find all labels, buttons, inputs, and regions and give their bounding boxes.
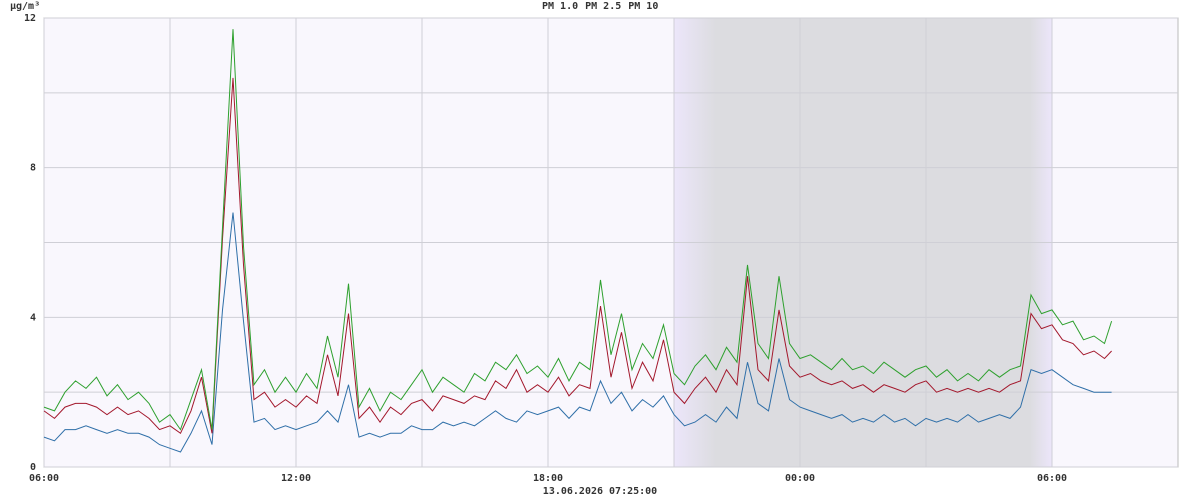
x-tick-label: 12:00 — [281, 473, 311, 484]
x-tick-label: 06:00 — [1037, 473, 1067, 484]
series-line — [43, 77, 1112, 435]
legend: PM 1.0 PM 2.5 PM 10 — [542, 1, 658, 12]
footer-time: 13.06.2026 07:25:00 — [543, 486, 657, 497]
x-tick-label: 06:00 — [29, 473, 59, 484]
x-tick-label: 18:00 — [533, 473, 563, 484]
y-tick-label: 8 — [30, 163, 36, 174]
y-tick-label: 0 — [30, 462, 36, 473]
legend-entry: PM 2.5 — [585, 1, 621, 12]
y-tick-label: 4 — [30, 312, 36, 323]
series-line — [43, 29, 1113, 431]
legend-entry: PM 10 — [628, 1, 658, 12]
x-tick-label: 00:00 — [785, 473, 815, 484]
y-unit: µg/m³ — [10, 1, 40, 12]
legend-entry: PM 1.0 — [542, 1, 578, 12]
series-line — [43, 212, 1112, 453]
y-tick-label: 12 — [24, 13, 36, 24]
